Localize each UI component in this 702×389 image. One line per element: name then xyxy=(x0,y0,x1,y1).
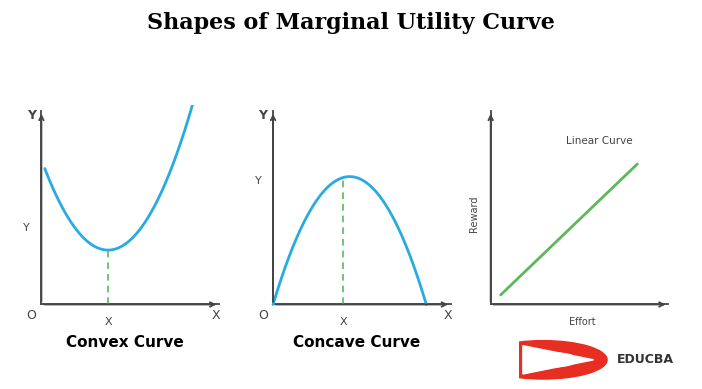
Text: Linear Curve: Linear Curve xyxy=(566,136,633,146)
Polygon shape xyxy=(523,346,594,374)
Text: Convex Curve: Convex Curve xyxy=(66,335,183,350)
Text: O: O xyxy=(258,309,268,322)
Text: Shapes of Marginal Utility Curve: Shapes of Marginal Utility Curve xyxy=(147,12,555,34)
Text: Linear Curve: Linear Curve xyxy=(519,335,628,350)
Text: X: X xyxy=(104,317,112,327)
Text: Reward: Reward xyxy=(469,196,479,232)
Text: X: X xyxy=(212,309,220,322)
Text: Concave Curve: Concave Curve xyxy=(293,335,420,350)
Circle shape xyxy=(479,341,607,379)
Circle shape xyxy=(529,353,577,367)
Text: O: O xyxy=(27,309,37,322)
Text: X: X xyxy=(444,309,452,322)
Text: Y: Y xyxy=(27,109,36,123)
Text: EDUCBA: EDUCBA xyxy=(617,353,674,366)
Text: Effort: Effort xyxy=(569,317,595,327)
Text: Y: Y xyxy=(255,176,261,186)
Text: Y: Y xyxy=(258,109,267,123)
Text: X: X xyxy=(339,317,347,327)
Text: Y: Y xyxy=(23,223,29,233)
